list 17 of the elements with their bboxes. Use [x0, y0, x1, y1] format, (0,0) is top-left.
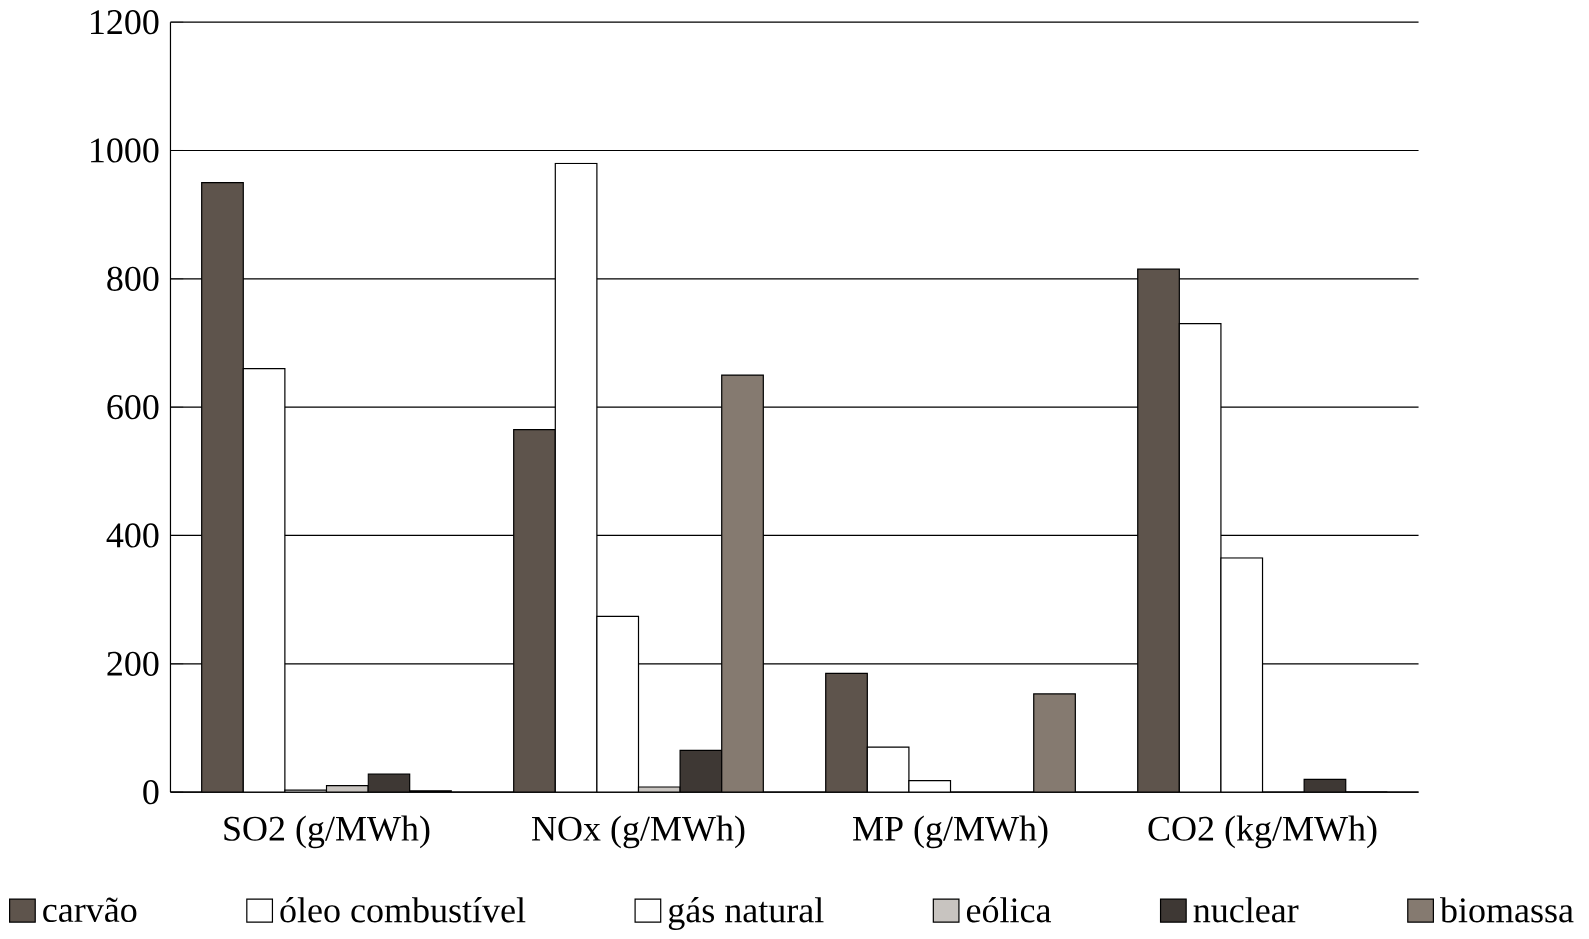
- y-tick-label: 400: [106, 523, 159, 548]
- y-tick-label: 0: [143, 780, 159, 805]
- x-tick-label: MP (g/MWh): [853, 815, 1048, 849]
- legend-label: biomassa: [1439, 897, 1574, 923]
- legend-label: eólica: [966, 897, 1052, 923]
- legend-label: nuclear: [1193, 897, 1299, 923]
- y-tick-label: 1000: [91, 138, 159, 163]
- legend-label: óleo combustível: [280, 897, 526, 923]
- y-tick-label: 1200: [91, 10, 159, 35]
- legend-label: gás natural: [668, 897, 824, 931]
- y-tick-label: 600: [107, 395, 159, 420]
- y-tick-label: 800: [107, 266, 159, 292]
- x-tick-label: NOx (g/MWh): [532, 815, 745, 849]
- x-tick-label: SO2 (g/MWh): [224, 815, 430, 849]
- x-tick-label: CO2 (kg/MWh): [1148, 815, 1377, 849]
- legend-label: carvão: [43, 897, 137, 923]
- y-tick-label: 200: [107, 651, 159, 677]
